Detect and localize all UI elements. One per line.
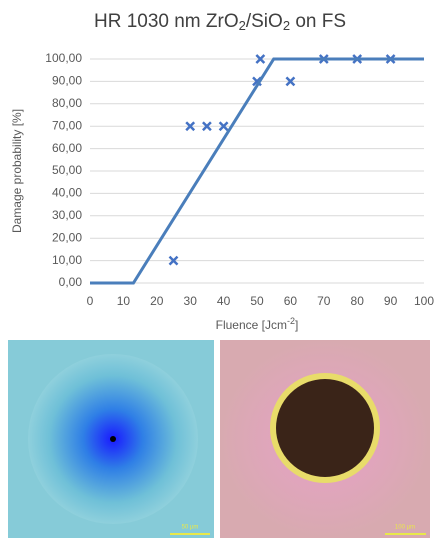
y-tick-label: 70,00: [52, 118, 82, 132]
x-tick-label: 50: [250, 294, 264, 308]
chart-title: HR 1030 nm ZrO2/SiO2 on FS: [94, 11, 346, 33]
x-tick-label: 0: [87, 294, 94, 308]
marker: [185, 121, 196, 132]
y-tick-label: 80,00: [52, 96, 82, 110]
x-tick-label: 60: [284, 294, 298, 308]
marker: [218, 121, 229, 132]
x-tick-label: 30: [184, 294, 198, 308]
scale-label: 50 µm: [182, 525, 199, 531]
x-tick-label: 100: [414, 294, 434, 308]
image-left: 50 µm: [8, 340, 214, 538]
scale-label: 100 µm: [395, 525, 415, 531]
y-tick-label: 50,00: [52, 163, 82, 177]
y-tick-label: 0,00: [59, 275, 83, 289]
x-axis-label: Fluence [Jcm-2]: [216, 316, 299, 332]
y-tick-label: 90,00: [52, 74, 82, 88]
x-tick-label: 70: [317, 294, 331, 308]
x-tick-label: 80: [351, 294, 365, 308]
y-tick-label: 60,00: [52, 141, 82, 155]
y-tick-label: 30,00: [52, 208, 82, 222]
marker: [168, 255, 179, 266]
marker: [202, 121, 212, 132]
image-right: 100 µm: [220, 340, 430, 538]
y-tick-label: 10,00: [52, 253, 82, 267]
x-tick-label: 40: [217, 294, 231, 308]
y-tick-label: 20,00: [52, 230, 82, 244]
marker: [285, 76, 296, 87]
fit-line: [90, 57, 424, 285]
x-tick-label: 20: [150, 294, 164, 308]
x-tick-label: 90: [384, 294, 398, 308]
x-tick-label: 10: [117, 294, 131, 308]
marker: [255, 54, 266, 64]
y-tick-label: 100,00: [45, 51, 82, 65]
y-axis-label: Damage probability [%]: [10, 109, 24, 233]
y-tick-label: 40,00: [52, 186, 82, 200]
